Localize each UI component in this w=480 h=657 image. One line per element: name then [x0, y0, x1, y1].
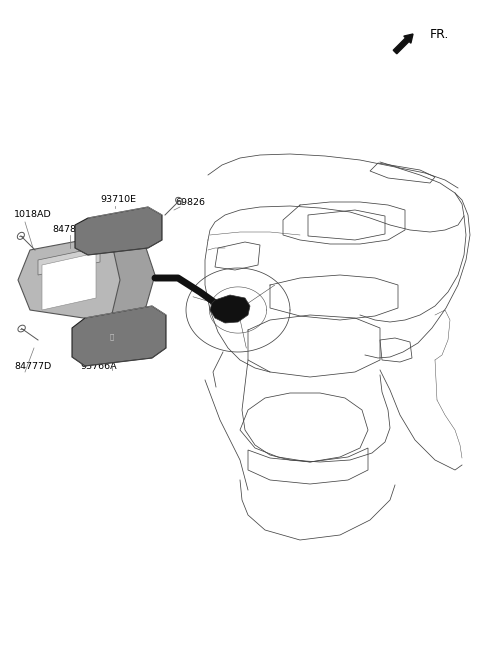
- Polygon shape: [75, 207, 162, 255]
- Text: 1018AD: 1018AD: [14, 210, 52, 219]
- Text: 84777D: 84777D: [14, 362, 51, 371]
- Polygon shape: [38, 247, 100, 275]
- Text: 93710E: 93710E: [100, 195, 136, 204]
- Text: 69826: 69826: [175, 198, 205, 207]
- Polygon shape: [210, 295, 250, 323]
- FancyArrow shape: [393, 34, 413, 54]
- Polygon shape: [42, 253, 96, 310]
- Polygon shape: [72, 306, 166, 366]
- Text: 93766A: 93766A: [80, 362, 117, 371]
- Text: 84782G: 84782G: [52, 225, 89, 234]
- Polygon shape: [18, 235, 145, 322]
- Polygon shape: [110, 235, 155, 322]
- Text: FR.: FR.: [430, 28, 449, 41]
- Text: Ꞓ: Ꞓ: [110, 334, 114, 340]
